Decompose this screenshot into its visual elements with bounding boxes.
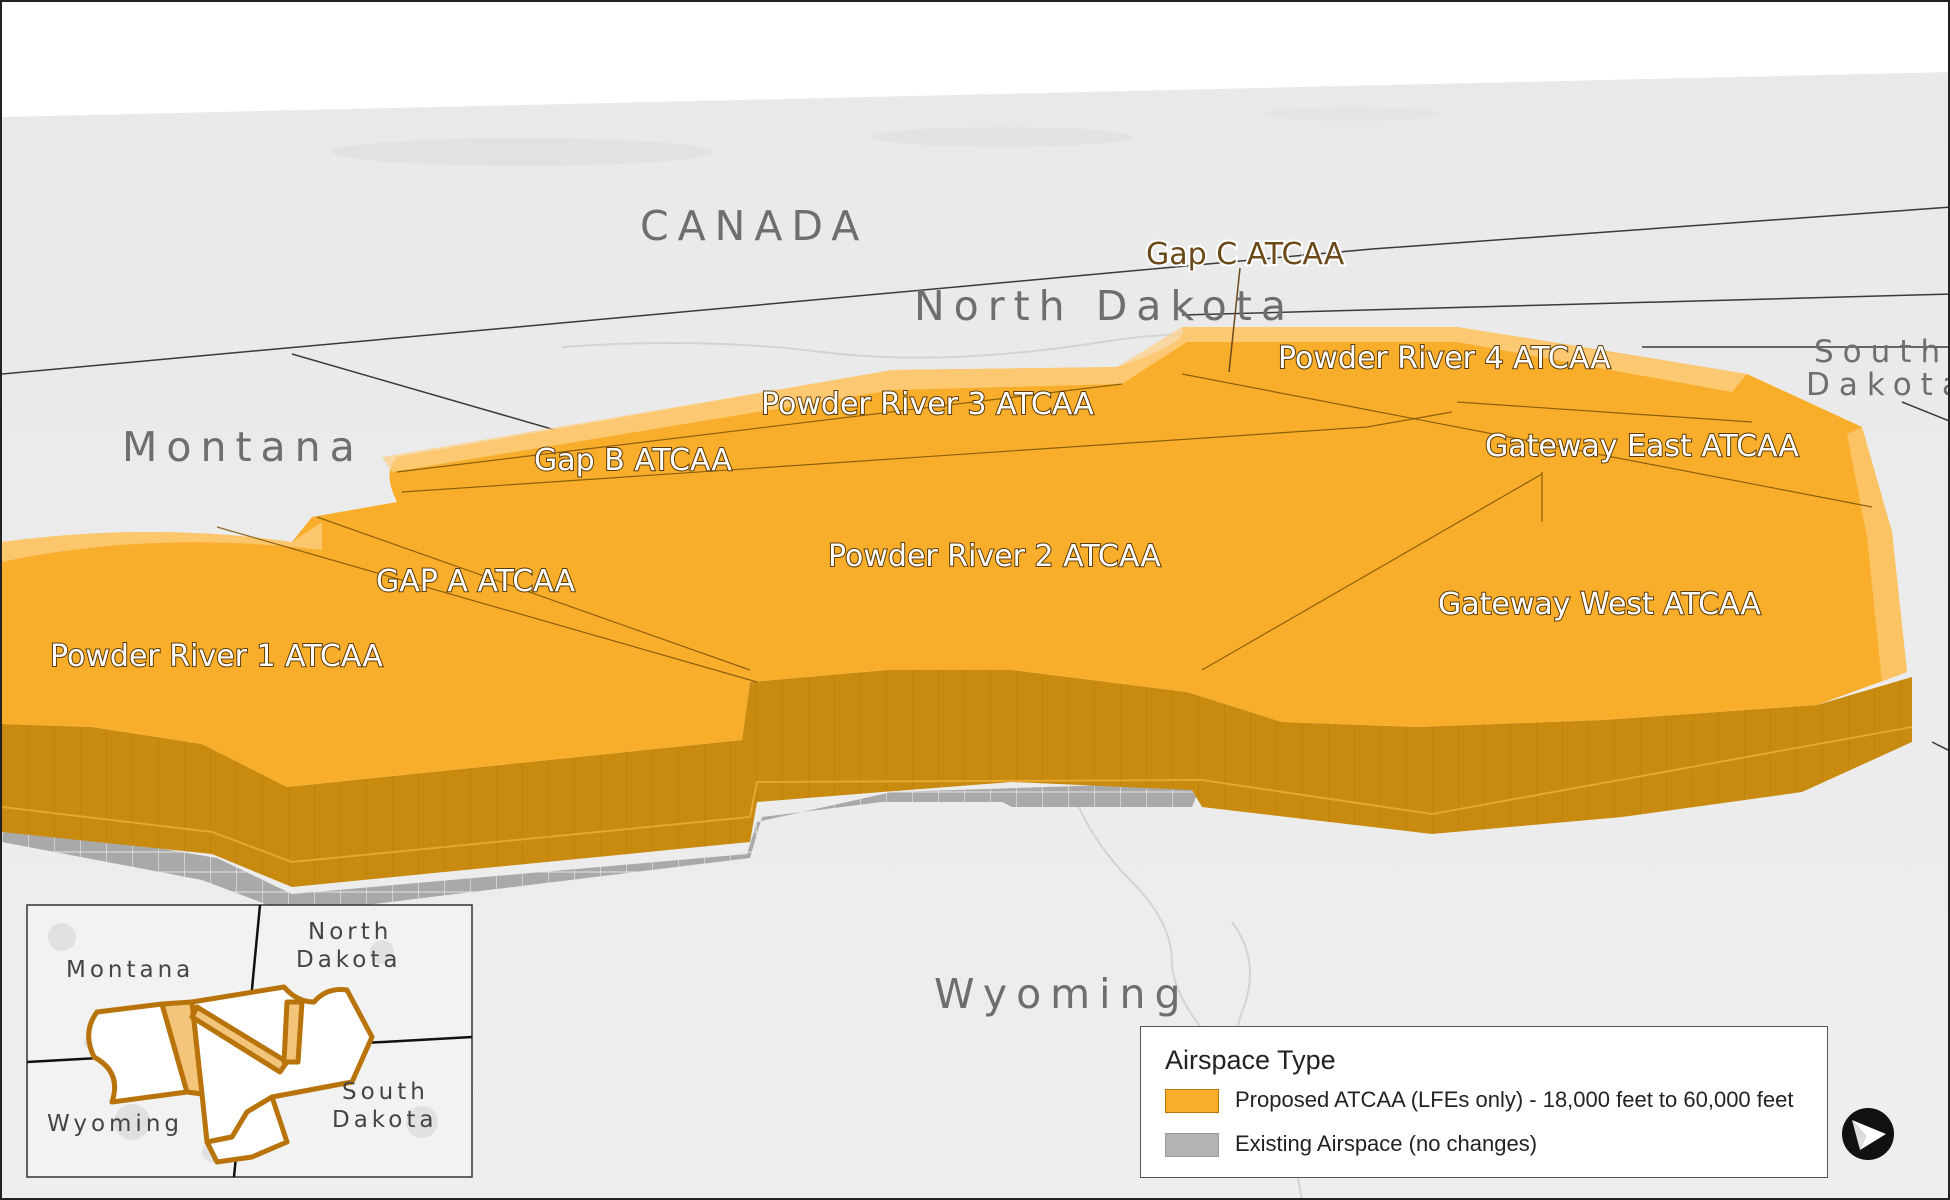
atcaa-side-walls [2,670,1913,887]
legend-label-proposed: Proposed ATCAA (LFEs only) - 18,000 feet… [1235,1087,1794,1112]
legend-swatch-proposed [1165,1089,1219,1113]
inset-label-south-dakota-2: Dakota [332,1107,438,1133]
inset-label-montana: Montana [66,957,194,983]
label-montana: Montana [122,423,364,471]
lake-shape [1262,107,1442,121]
inset-label-wyoming: Wyoming [47,1111,183,1137]
legend-label-existing: Existing Airspace (no changes) [1235,1131,1538,1156]
label-gap-a: GAP A ATCAA [376,564,576,599]
lake-shape [332,138,712,166]
label-powder-river-2: Powder River 2 ATCAA [828,539,1161,574]
inset-label-north-dakota-2: Dakota [296,947,402,973]
label-gateway-east: Gateway East ATCAA [1485,429,1799,464]
lake-shape [872,127,1132,147]
label-north-dakota: North Dakota [914,282,1295,330]
label-canada: CANADA [640,202,868,250]
label-wyoming: Wyoming [934,970,1190,1018]
inset-label-south-dakota-1: South [342,1079,429,1105]
legend-title: Airspace Type [1165,1045,1336,1075]
legend-swatch-existing [1165,1133,1219,1157]
label-gap-b: Gap B ATCAA [534,443,732,478]
legend: Airspace Type Proposed ATCAA (LFEs only)… [1140,1026,1828,1178]
label-south-dakota-1: South [1814,334,1949,370]
north-arrow-icon [1842,1108,1894,1160]
label-south-dakota-2: Dakota [1806,367,1950,403]
border-lines [2,206,1948,751]
label-gap-c-atcaa: Gap C ATCAA [1146,237,1345,272]
inset-map[interactable]: Montana North Dakota South Dakota Wyomin… [26,904,473,1178]
label-powder-river-3: Powder River 3 ATCAA [761,387,1094,422]
gap-c-leader-line [1228,267,1241,373]
label-powder-river-4: Powder River 4 ATCAA [1278,341,1611,376]
atcaa-top-surface [2,327,1907,787]
label-gateway-west: Gateway West ATCAA [1438,587,1761,622]
sector-boundaries [216,373,1873,683]
inset-atcaa-outlines [86,984,375,1165]
existing-airspace-strip [2,782,1202,914]
inset-label-north-dakota-1: North [308,919,392,945]
label-powder-river-1: Powder River 1 ATCAA [50,639,383,674]
